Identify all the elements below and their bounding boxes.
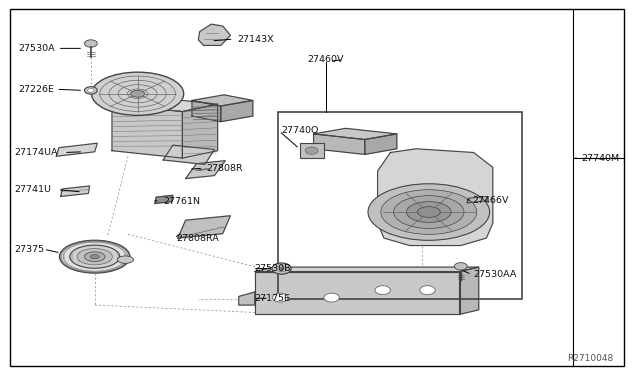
Ellipse shape xyxy=(417,207,440,217)
Ellipse shape xyxy=(84,252,105,262)
Polygon shape xyxy=(255,267,479,272)
Circle shape xyxy=(305,147,318,154)
Polygon shape xyxy=(467,196,488,203)
Polygon shape xyxy=(112,97,218,112)
Text: 27460V: 27460V xyxy=(307,55,344,64)
Text: 27808R: 27808R xyxy=(206,164,243,173)
Polygon shape xyxy=(182,104,218,158)
Ellipse shape xyxy=(92,72,184,115)
Polygon shape xyxy=(255,272,460,314)
Polygon shape xyxy=(314,128,397,140)
Text: R2710048: R2710048 xyxy=(567,354,613,363)
Polygon shape xyxy=(198,24,230,45)
Ellipse shape xyxy=(70,245,120,268)
Text: 27174UA: 27174UA xyxy=(14,148,58,157)
Polygon shape xyxy=(178,216,230,238)
Text: 27741U: 27741U xyxy=(14,185,51,194)
Circle shape xyxy=(272,263,291,274)
Polygon shape xyxy=(221,100,253,122)
Ellipse shape xyxy=(77,248,113,265)
Ellipse shape xyxy=(131,90,145,97)
Circle shape xyxy=(84,40,97,47)
Ellipse shape xyxy=(60,240,130,273)
Polygon shape xyxy=(61,186,90,196)
Text: 27740M: 27740M xyxy=(581,154,620,163)
Text: 27466V: 27466V xyxy=(472,196,509,205)
Text: 27761N: 27761N xyxy=(163,197,200,206)
Polygon shape xyxy=(192,100,221,122)
Polygon shape xyxy=(239,292,255,305)
Text: 27530A: 27530A xyxy=(18,44,54,53)
Text: 27530B: 27530B xyxy=(255,264,291,273)
Text: 27740Q: 27740Q xyxy=(282,126,319,135)
Circle shape xyxy=(324,293,339,302)
Circle shape xyxy=(276,266,287,272)
Ellipse shape xyxy=(90,254,99,259)
Text: 27175E: 27175E xyxy=(255,294,291,303)
Polygon shape xyxy=(314,134,365,154)
Ellipse shape xyxy=(406,202,451,222)
Circle shape xyxy=(420,286,435,295)
Circle shape xyxy=(279,267,284,270)
Polygon shape xyxy=(155,195,173,203)
Circle shape xyxy=(84,87,97,94)
Polygon shape xyxy=(378,149,493,246)
Bar xyxy=(300,143,324,158)
Text: 27808RA: 27808RA xyxy=(176,234,219,243)
Circle shape xyxy=(273,293,288,302)
Ellipse shape xyxy=(394,196,464,228)
Polygon shape xyxy=(460,267,479,314)
Polygon shape xyxy=(192,95,253,106)
Ellipse shape xyxy=(368,184,490,240)
Bar xyxy=(278,112,522,299)
Ellipse shape xyxy=(118,256,134,263)
Text: 27143X: 27143X xyxy=(237,35,273,44)
Polygon shape xyxy=(163,145,214,164)
Ellipse shape xyxy=(381,190,477,234)
Text: 27375: 27375 xyxy=(14,245,44,254)
Text: 27530AA: 27530AA xyxy=(474,270,517,279)
Polygon shape xyxy=(186,161,225,179)
Text: 27226E: 27226E xyxy=(18,85,54,94)
Circle shape xyxy=(375,286,390,295)
Circle shape xyxy=(454,263,467,270)
Circle shape xyxy=(88,89,94,92)
Polygon shape xyxy=(112,104,182,158)
Polygon shape xyxy=(365,134,397,154)
Polygon shape xyxy=(56,143,97,156)
